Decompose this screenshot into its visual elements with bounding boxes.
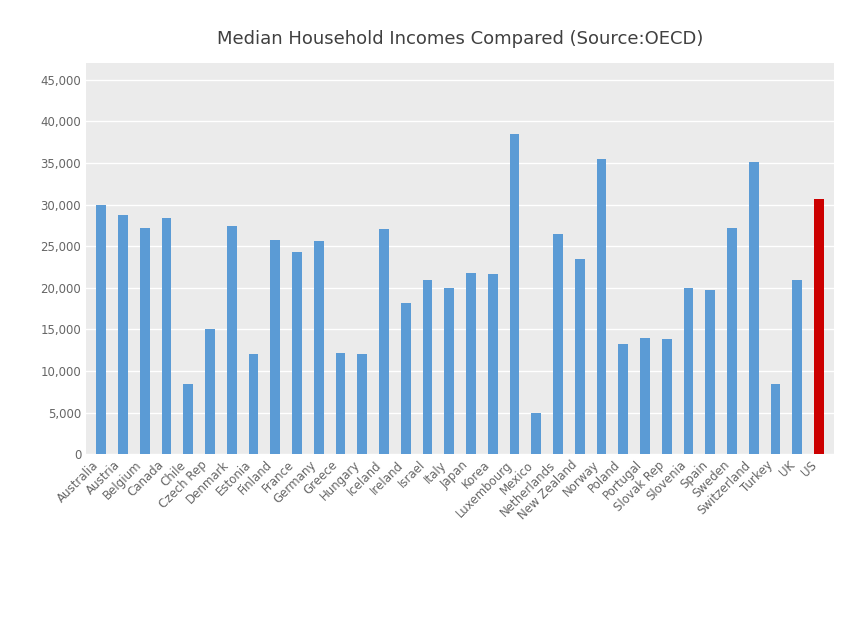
Bar	[814, 199, 824, 454]
Bar	[96, 204, 106, 454]
Bar	[379, 229, 389, 454]
Bar	[553, 233, 562, 454]
Bar	[727, 228, 737, 454]
Bar	[249, 355, 258, 454]
Bar	[314, 241, 323, 454]
Bar	[597, 159, 606, 454]
Bar	[358, 355, 367, 454]
Bar	[771, 384, 780, 454]
Bar	[270, 240, 280, 454]
Bar	[488, 274, 498, 454]
Bar	[640, 338, 650, 454]
Bar	[422, 280, 433, 454]
Bar	[162, 218, 171, 454]
Bar	[445, 288, 454, 454]
Bar	[618, 344, 628, 454]
Bar	[140, 228, 150, 454]
Bar	[335, 353, 346, 454]
Bar	[205, 329, 215, 454]
Bar	[401, 303, 410, 454]
Title: Median Household Incomes Compared (Source:OECD): Median Household Incomes Compared (Sourc…	[217, 30, 703, 48]
Bar	[705, 290, 716, 454]
Bar	[662, 339, 672, 454]
Bar	[510, 134, 519, 454]
Bar	[684, 288, 693, 454]
Bar	[574, 259, 585, 454]
Bar	[118, 215, 128, 454]
Bar	[792, 280, 802, 454]
Bar	[227, 227, 237, 454]
Bar	[749, 162, 759, 454]
Bar	[292, 252, 302, 454]
Bar	[183, 384, 194, 454]
Bar	[531, 413, 541, 454]
Bar	[466, 273, 476, 454]
